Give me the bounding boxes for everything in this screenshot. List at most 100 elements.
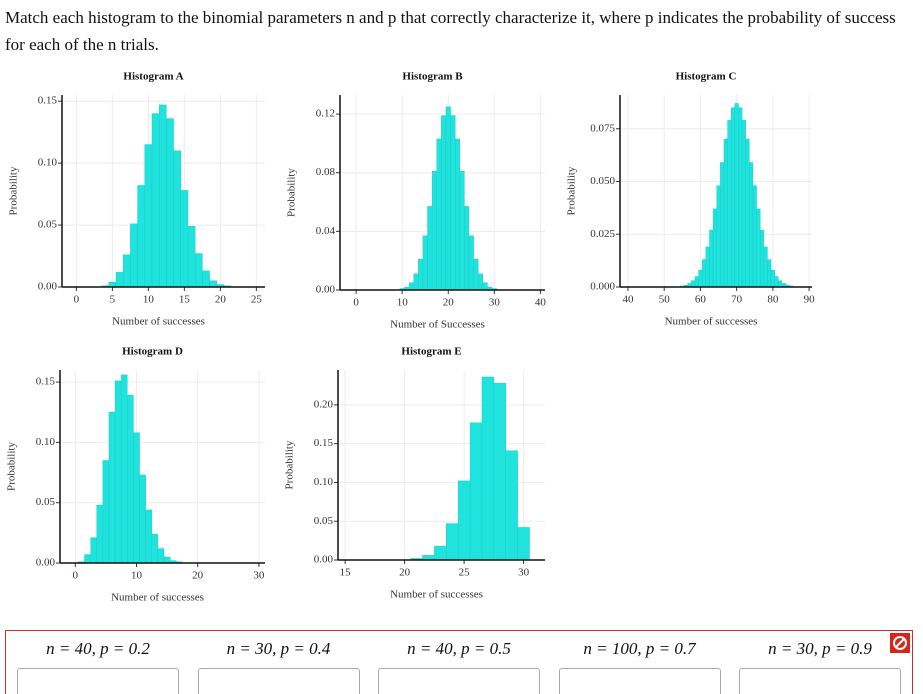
y-axis-label: Probability bbox=[8, 166, 20, 215]
bar bbox=[102, 460, 110, 564]
bar bbox=[454, 138, 460, 291]
bar bbox=[468, 235, 474, 291]
bar bbox=[464, 206, 470, 291]
x-axis-label: Number of Successes bbox=[390, 319, 485, 331]
x-tick-label: 5 bbox=[110, 294, 116, 306]
bar bbox=[712, 208, 717, 288]
bar bbox=[731, 107, 736, 288]
bar bbox=[180, 190, 189, 288]
bar bbox=[778, 280, 783, 288]
y-tick-label: 0.04 bbox=[316, 225, 336, 237]
bar bbox=[752, 185, 757, 288]
chart-title: Histogram B bbox=[402, 71, 463, 83]
bar bbox=[108, 412, 116, 564]
x-tick-label: 30 bbox=[518, 567, 530, 579]
bar bbox=[745, 139, 750, 288]
bar bbox=[457, 480, 471, 561]
y-tick-label: 0.05 bbox=[314, 515, 334, 527]
y-tick-label: 0.075 bbox=[590, 122, 615, 134]
bar bbox=[139, 474, 146, 564]
drop-box[interactable] bbox=[17, 668, 179, 694]
bar bbox=[720, 162, 725, 288]
y-tick-label: 0.20 bbox=[314, 398, 334, 410]
bar bbox=[436, 138, 442, 291]
x-axis-label: Number of successes bbox=[111, 592, 204, 604]
bar bbox=[763, 246, 768, 288]
bar bbox=[774, 276, 779, 288]
option-label: n = 30, p = 0.9 bbox=[768, 639, 872, 658]
bar bbox=[209, 280, 217, 288]
bar bbox=[413, 273, 419, 291]
y-axis-label: Probability bbox=[566, 166, 578, 215]
x-tick-label: 70 bbox=[731, 294, 743, 306]
bar bbox=[145, 509, 152, 564]
bar bbox=[698, 269, 703, 288]
y-tick-label: 0.15 bbox=[36, 376, 56, 388]
bar bbox=[163, 556, 171, 564]
x-tick-label: 10 bbox=[131, 570, 143, 582]
drop-box[interactable] bbox=[378, 668, 540, 694]
bar bbox=[770, 269, 775, 288]
bar bbox=[445, 106, 451, 291]
x-tick-label: 0 bbox=[73, 570, 79, 582]
x-tick-label: 0 bbox=[353, 297, 359, 309]
drop-box[interactable] bbox=[739, 668, 901, 694]
bar bbox=[122, 254, 131, 288]
drop-box[interactable] bbox=[558, 668, 721, 694]
bar bbox=[738, 107, 743, 288]
bar bbox=[459, 171, 465, 291]
x-axis-label: Number of successes bbox=[390, 589, 483, 601]
bar bbox=[194, 253, 203, 288]
y-axis-label: Probability bbox=[286, 168, 298, 217]
x-tick-label: 15 bbox=[340, 567, 352, 579]
bar bbox=[441, 115, 447, 291]
answer-area: n = 40, p = 0.2 n = 30, p = 0.4 n = 40, p … bbox=[5, 630, 913, 694]
y-tick-label: 0.00 bbox=[316, 284, 336, 296]
bar bbox=[469, 422, 483, 561]
chart-title: Histogram D bbox=[122, 346, 183, 358]
y-tick-label: 0.00 bbox=[36, 557, 56, 569]
y-tick-label: 0.00 bbox=[38, 281, 58, 293]
question-text: Match each histogram to the binomial par… bbox=[5, 8, 896, 54]
bar bbox=[114, 380, 122, 564]
bar bbox=[759, 229, 765, 288]
chart-title: Histogram A bbox=[123, 71, 183, 83]
bar bbox=[767, 259, 772, 288]
bar bbox=[96, 504, 104, 564]
bar bbox=[482, 282, 488, 291]
option-label: n = 30, p = 0.4 bbox=[226, 639, 331, 658]
y-tick-label: 0.05 bbox=[36, 496, 56, 508]
y-tick-label: 0.10 bbox=[38, 157, 58, 169]
bar bbox=[446, 523, 459, 561]
bar bbox=[709, 229, 714, 288]
bar bbox=[157, 548, 165, 564]
x-tick-label: 10 bbox=[143, 294, 155, 306]
x-tick-label: 20 bbox=[215, 294, 227, 306]
y-tick-label: 0.05 bbox=[38, 219, 58, 231]
bar bbox=[158, 104, 167, 288]
bar bbox=[716, 185, 721, 288]
bar bbox=[694, 276, 699, 288]
x-tick-label: 20 bbox=[399, 567, 411, 579]
bar bbox=[517, 527, 530, 561]
bar bbox=[481, 376, 495, 561]
y-tick-label: 0.10 bbox=[36, 436, 56, 448]
bar bbox=[422, 235, 428, 291]
bar bbox=[127, 395, 134, 564]
x-tick-label: 25 bbox=[251, 294, 263, 306]
drop-box[interactable] bbox=[197, 668, 360, 694]
bar bbox=[723, 139, 728, 288]
x-tick-label: 30 bbox=[253, 570, 265, 582]
x-tick-label: 80 bbox=[767, 294, 779, 306]
bar bbox=[427, 206, 433, 291]
bar bbox=[133, 432, 140, 564]
y-tick-label: 0.08 bbox=[316, 166, 336, 178]
x-tick-label: 40 bbox=[622, 294, 634, 306]
x-tick-label: 60 bbox=[695, 294, 707, 306]
bar bbox=[90, 537, 97, 564]
option-label: n = 40, p = 0.2 bbox=[46, 639, 150, 658]
y-tick-label: 0.050 bbox=[590, 175, 615, 187]
y-tick-label: 0.15 bbox=[314, 437, 334, 449]
x-tick-label: 20 bbox=[443, 297, 455, 309]
x-axis-label: Number of successes bbox=[665, 316, 758, 328]
